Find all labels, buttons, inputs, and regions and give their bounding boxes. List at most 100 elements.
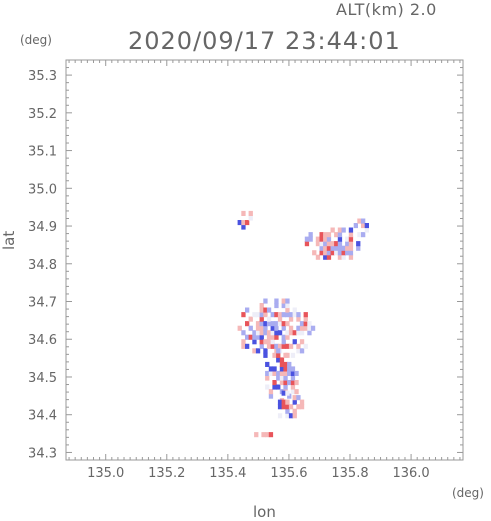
echo-cell: [272, 370, 277, 376]
echo-cell: [252, 348, 257, 354]
echo-cell: [323, 245, 328, 251]
y-tick-label: 34.4: [28, 409, 57, 424]
echo-cell: [330, 227, 335, 233]
echo-cell: [283, 366, 288, 372]
echo-cell: [330, 250, 335, 256]
echo-cell: [259, 312, 264, 318]
echo-cell: [277, 343, 283, 349]
echo-cell: [281, 312, 286, 318]
echo-cell: [334, 245, 339, 251]
echo-cell: [276, 348, 281, 354]
echo-cell: [357, 232, 362, 238]
echo-cell: [245, 321, 250, 327]
echo-cell: [345, 245, 350, 251]
echo-cell: [296, 330, 301, 336]
echo-cell: [299, 404, 305, 410]
echo-cell: [241, 220, 246, 226]
echo-cell: [361, 232, 366, 238]
echo-cell: [296, 325, 301, 331]
echo-cell: [303, 325, 308, 331]
echo-cell: [255, 312, 261, 318]
echo-cell: [292, 413, 297, 419]
echo-cell: [319, 250, 324, 256]
echo-cell: [319, 245, 324, 251]
echo-cell: [315, 254, 321, 260]
y-tick-label: 34.9: [28, 220, 57, 235]
echo-cell: [348, 245, 354, 251]
echo-cell: [345, 236, 350, 242]
echo-cell: [274, 343, 279, 349]
echo-cell: [308, 236, 313, 242]
echo-cell: [263, 312, 268, 318]
echo-cell: [299, 321, 305, 327]
echo-cell: [281, 298, 286, 304]
echo-cell: [308, 232, 313, 238]
echo-cell: [274, 312, 279, 318]
echo-cell: [285, 307, 290, 313]
echo-cell: [259, 339, 264, 345]
echo-cell: [323, 236, 328, 242]
echo-cell: [296, 348, 301, 354]
echo-cell: [272, 384, 277, 390]
echo-cell: [255, 325, 261, 331]
echo-cell: [357, 218, 362, 224]
echo-cell: [279, 380, 285, 386]
echo-cell: [274, 334, 279, 340]
echo-cell: [270, 334, 275, 340]
y-tick-label: 35.2: [28, 107, 57, 122]
echo-cell: [303, 312, 308, 318]
echo-cell: [268, 389, 274, 395]
echo-cell: [266, 316, 272, 322]
echo-cell: [248, 334, 253, 340]
echo-cell: [263, 298, 268, 304]
echo-cell: [255, 330, 261, 336]
echo-cell: [268, 366, 274, 372]
echo-cell: [277, 404, 283, 410]
echo-cell: [290, 370, 296, 376]
echo-cell: [285, 408, 290, 414]
echo-cell: [315, 241, 321, 247]
echo-cell: [323, 250, 328, 256]
echo-cell: [255, 334, 261, 340]
echo-cell: [348, 250, 354, 256]
x-tick-label: 135.2: [148, 466, 185, 481]
echo-cell: [341, 245, 346, 251]
echo-cell: [274, 321, 279, 327]
x-tick-label: 135.0: [87, 466, 124, 481]
echo-cell: [290, 375, 296, 381]
echo-cell: [276, 375, 281, 381]
echo-cell: [323, 241, 328, 247]
echo-cell: [277, 330, 283, 336]
chart-title-timestamp: 2020/09/17 23:44:01: [128, 27, 401, 55]
echo-cell: [294, 380, 299, 386]
echo-cell: [285, 413, 290, 419]
y-tick-label: 35.1: [28, 145, 57, 160]
echo-cell: [259, 334, 264, 340]
echo-cell: [263, 339, 268, 345]
echo-cell: [330, 245, 335, 251]
echo-cell: [263, 352, 268, 358]
echo-cell: [252, 334, 257, 340]
echo-cell: [274, 303, 279, 309]
echo-cell: [270, 321, 275, 327]
echo-cell: [237, 325, 242, 331]
echo-cell: [277, 312, 283, 318]
echo-cell: [279, 370, 285, 376]
echo-cell: [326, 236, 332, 242]
echo-cell: [265, 375, 270, 381]
echo-cell: [287, 361, 292, 367]
echo-cell: [245, 343, 250, 349]
echo-cell: [337, 245, 343, 251]
echo-cell: [266, 339, 272, 345]
echo-cell: [276, 370, 281, 376]
x-axis-unit: (deg): [452, 486, 484, 500]
echo-cell: [277, 399, 283, 405]
y-tick-label: 34.6: [28, 333, 57, 348]
echo-cell: [259, 330, 264, 336]
echo-cell: [299, 348, 305, 354]
echo-cell: [241, 224, 246, 230]
echo-cell: [290, 352, 296, 358]
echo-cell: [296, 316, 301, 322]
echo-cell: [241, 343, 246, 349]
echo-cell: [245, 334, 250, 340]
